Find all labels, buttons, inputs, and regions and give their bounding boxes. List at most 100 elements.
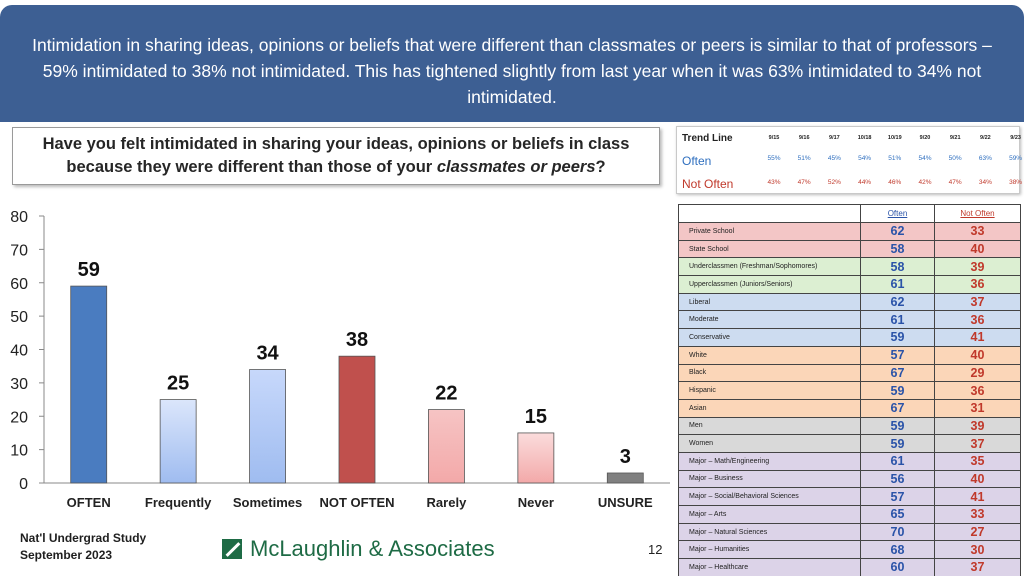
row-label: Major – Business xyxy=(678,469,861,489)
trend-often-value: 54% xyxy=(918,155,932,162)
bar xyxy=(338,355,376,484)
category-label: Never xyxy=(518,495,554,510)
company-logo: McLaughlin & Associates xyxy=(222,536,495,562)
category-label: Frequently xyxy=(145,495,212,510)
row-not-often-value: 40 xyxy=(934,469,1021,489)
demographics-row: Women 59 37 xyxy=(678,434,1021,453)
demographics-header-row: Often Not Often xyxy=(678,204,1021,223)
row-label: Men xyxy=(678,416,861,436)
y-tick-label: 30 xyxy=(10,376,28,393)
row-label: Moderate xyxy=(678,310,861,330)
y-tick-label: 10 xyxy=(10,443,28,460)
row-not-often-value: 36 xyxy=(934,381,1021,400)
row-label: Upperclassmen (Juniors/Seniors) xyxy=(678,275,861,294)
row-label: Black xyxy=(678,363,861,383)
row-often-value: 68 xyxy=(860,540,935,560)
row-often-value: 59 xyxy=(860,416,935,436)
demographics-row: Conservative 59 41 xyxy=(678,328,1021,347)
row-not-often-value: 41 xyxy=(934,328,1021,347)
row-often-value: 62 xyxy=(860,292,935,312)
row-label: Conservative xyxy=(678,328,861,347)
demographics-table: Often Not Often Private School 62 33 State … xyxy=(678,204,1021,576)
row-often-value: 56 xyxy=(860,469,935,489)
row-label: Major – Healthcare xyxy=(678,558,861,576)
category-label: Rarely xyxy=(427,495,468,510)
footer-line2: September 2023 xyxy=(20,548,113,562)
trend-not-often-label: Not Often xyxy=(682,177,734,191)
trend-often-value: 51% xyxy=(797,155,811,162)
trend-year: 9/22 xyxy=(980,135,991,141)
row-often-value: 67 xyxy=(860,363,935,383)
demographics-row: Private School 62 33 xyxy=(678,222,1021,241)
bar-value-label: 34 xyxy=(256,343,279,365)
demographics-row: Asian 67 31 xyxy=(678,398,1021,418)
logo-mark-icon xyxy=(222,539,242,559)
row-often-value: 70 xyxy=(860,522,935,542)
trend-often-value: 54% xyxy=(858,155,872,162)
demographics-row: State School 58 40 xyxy=(678,239,1021,259)
trend-title: Trend Line xyxy=(682,133,733,144)
row-often-value: 67 xyxy=(860,398,935,418)
demographics-row: Major – Humanities 68 30 xyxy=(678,540,1021,560)
row-often-value: 59 xyxy=(860,328,935,347)
row-label: Underclassmen (Freshman/Sophomores) xyxy=(678,257,861,277)
logo-text: McLaughlin & Associates xyxy=(250,536,495,561)
row-label: Women xyxy=(678,434,861,453)
trend-not-often-value: 46% xyxy=(888,179,902,186)
bar-chart: 0 10 20 30 40 50 60 70 80 59 OFTEN 25 Frequently 34 So… xyxy=(10,209,670,510)
row-not-often-value: 30 xyxy=(934,540,1021,560)
question-emphasis: classmates or peers xyxy=(436,158,596,176)
row-not-often-value: 36 xyxy=(934,310,1021,330)
demographics-row: Major – Business 56 40 xyxy=(678,469,1021,489)
demographics-row: Major – Arts 65 33 xyxy=(678,505,1021,524)
category-label: OFTEN xyxy=(67,495,111,510)
row-label: Major – Natural Sciences xyxy=(678,522,861,542)
row-often-value: 60 xyxy=(860,558,935,576)
category-label: Sometimes xyxy=(233,495,302,510)
row-not-often-value: 35 xyxy=(934,451,1021,471)
trend-not-often-value: 52% xyxy=(827,179,841,186)
category-label: UNSURE xyxy=(598,495,653,510)
row-not-often-value: 40 xyxy=(934,345,1021,365)
trend-not-often-value: 38% xyxy=(1009,179,1023,186)
question-end: ? xyxy=(595,158,606,176)
trend-not-often-value: 44% xyxy=(858,179,872,186)
trend-year: 9/17 xyxy=(829,135,840,141)
bar-value-label: 25 xyxy=(167,373,189,395)
demographics-row: Moderate 61 36 xyxy=(678,310,1021,330)
trend-not-often-value: 47% xyxy=(797,179,811,186)
trend-often-value: 45% xyxy=(827,155,841,162)
demographics-row: Upperclassmen (Juniors/Seniors) 61 36 xyxy=(678,275,1021,294)
row-not-often-value: 33 xyxy=(934,505,1021,524)
row-often-value: 59 xyxy=(860,434,935,453)
row-label: State School xyxy=(678,239,861,259)
demographics-row: Major – Healthcare 60 37 xyxy=(678,558,1021,576)
y-tick-label: 60 xyxy=(10,276,28,293)
row-not-often-value: 31 xyxy=(934,398,1021,418)
trend-year: 9/15 xyxy=(768,135,780,141)
row-not-often-value: 37 xyxy=(934,292,1021,312)
row-often-value: 61 xyxy=(860,310,935,330)
row-label: Liberal xyxy=(678,292,861,312)
row-not-often-value: 29 xyxy=(934,363,1021,383)
demographics-row: Black 67 29 xyxy=(678,363,1021,383)
footer-line1: Nat'l Undergrad Study xyxy=(20,531,147,545)
bar-value-label: 15 xyxy=(525,406,547,428)
row-label: Hispanic xyxy=(678,381,861,400)
row-not-often-value: 39 xyxy=(934,416,1021,436)
trend-often-label: Often xyxy=(682,154,712,168)
header-text: Intimidation in sharing ideas, opinions … xyxy=(32,35,992,107)
trend-often-value: 59% xyxy=(1009,155,1023,162)
row-not-often-value: 40 xyxy=(934,239,1021,259)
y-tick-label: 20 xyxy=(10,409,28,426)
trend-line-box: Trend Line Often Not Often 9/15 55% 43% 9/1… xyxy=(676,126,1022,194)
row-often-value: 59 xyxy=(860,381,935,400)
trend-year: 9/23 xyxy=(1010,135,1021,141)
demographics-row: White 57 40 xyxy=(678,345,1021,365)
row-not-often-value: 36 xyxy=(934,275,1021,294)
bar-value-label: 38 xyxy=(346,329,368,351)
trend-not-often-value: 47% xyxy=(948,179,962,186)
demographics-row: Major – Natural Sciences 70 27 xyxy=(678,522,1021,542)
y-tick-label: 70 xyxy=(10,242,28,259)
row-not-often-value: 37 xyxy=(934,434,1021,453)
